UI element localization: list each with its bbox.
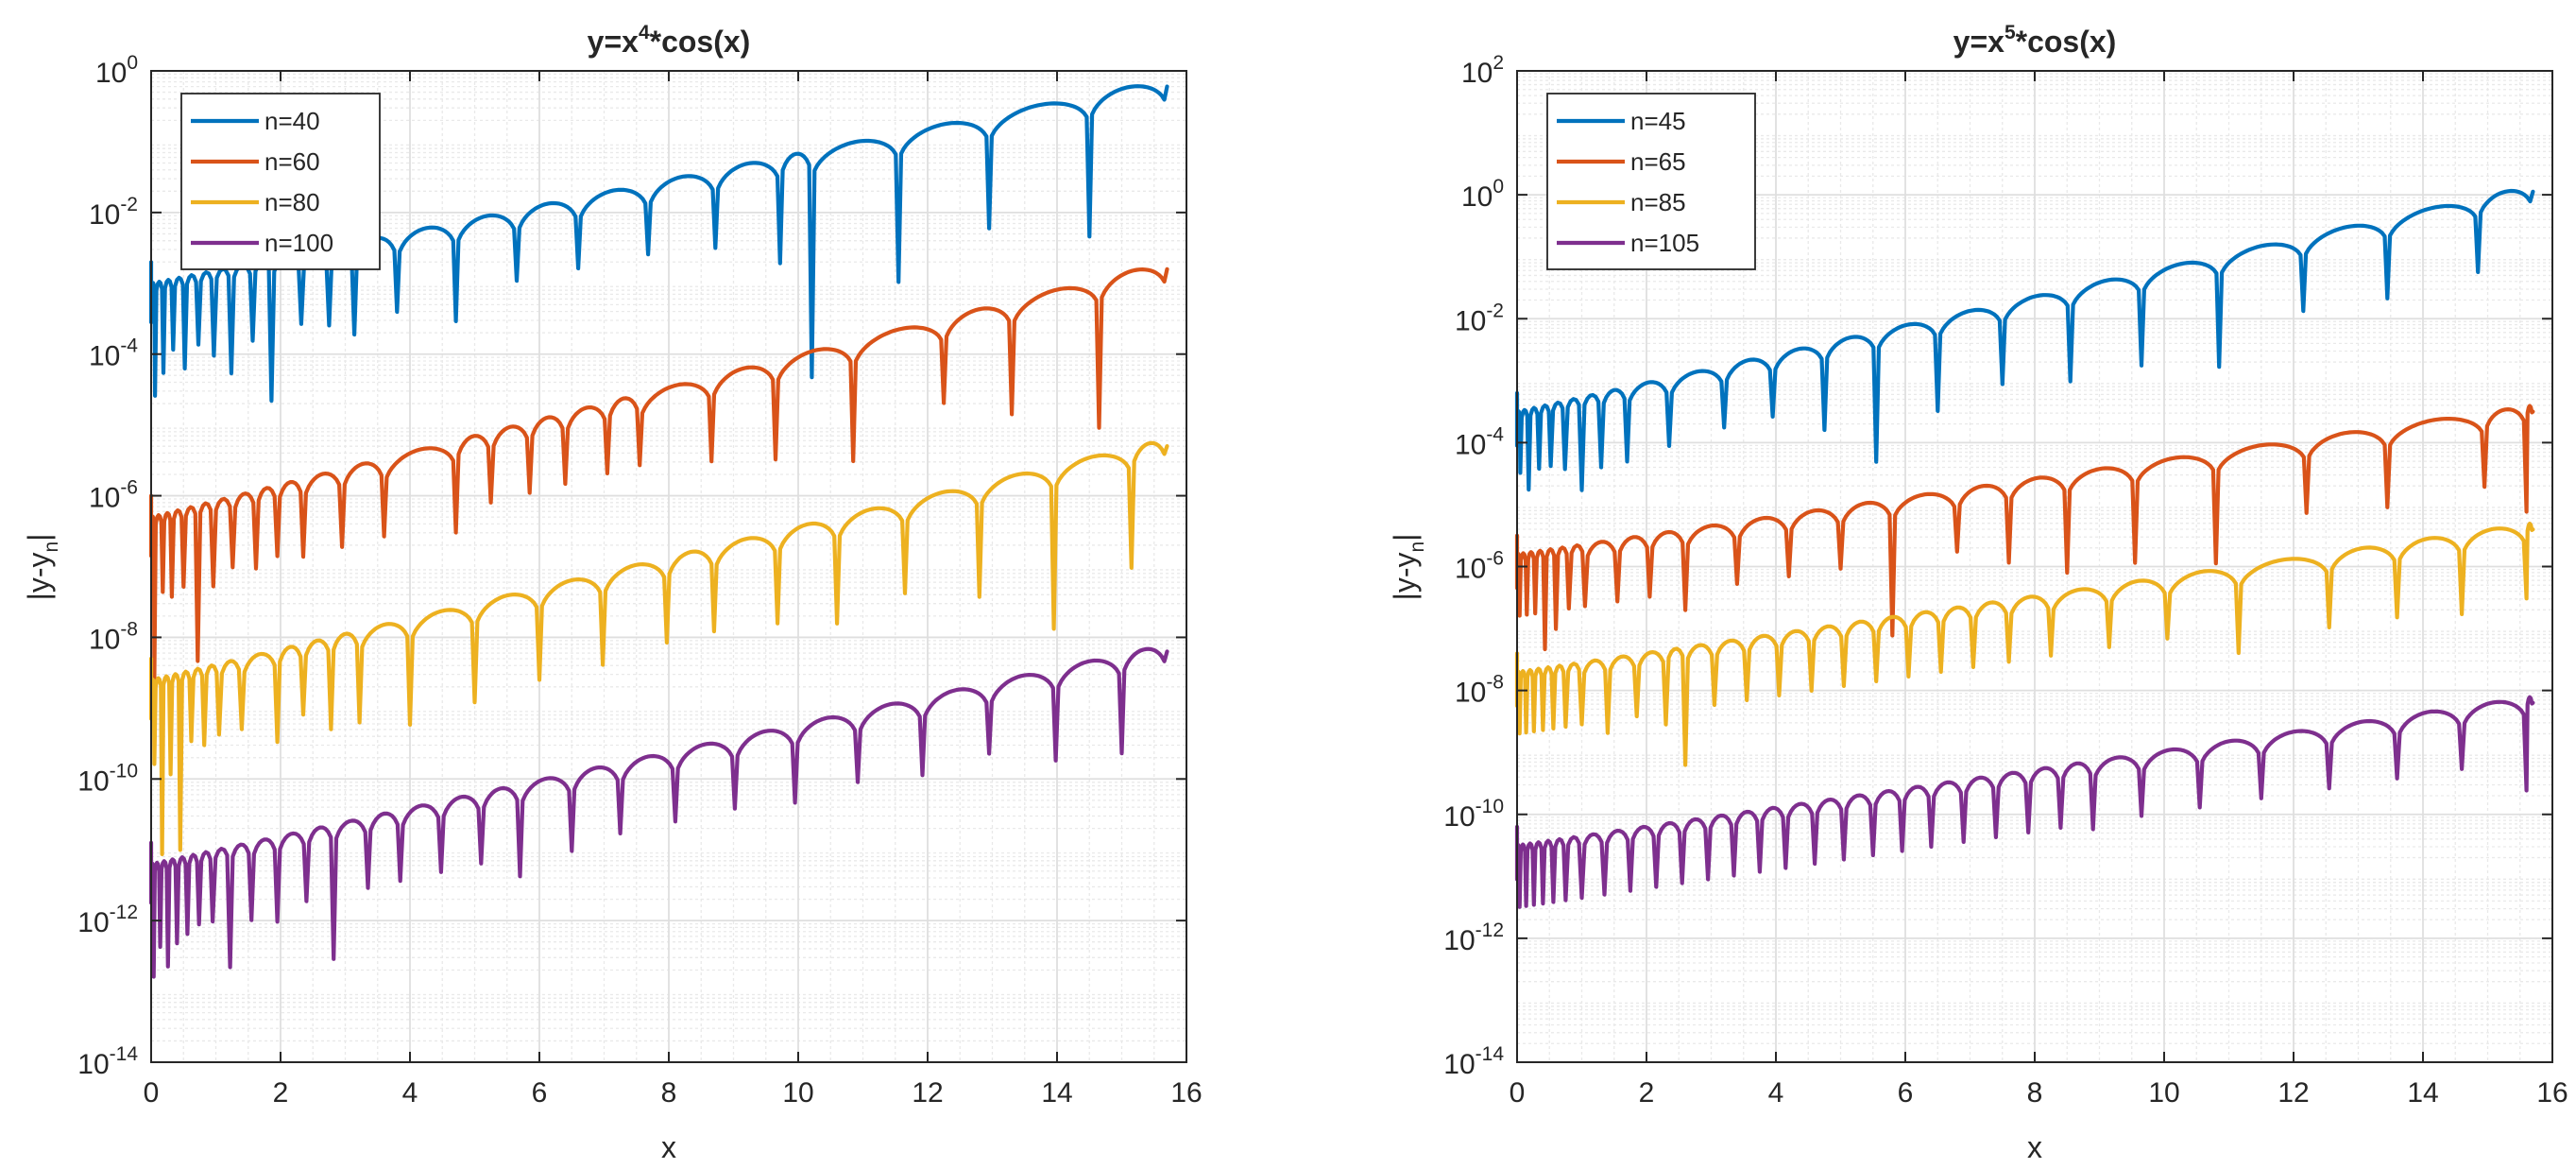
y-axis-label-left: |y-yn| xyxy=(22,534,62,601)
y-axis-label-right: |y-yn| xyxy=(1388,534,1428,601)
y-tick-label-right: 10-8 xyxy=(1455,672,1504,709)
x-tick-label-right: 2 xyxy=(1639,1077,1655,1109)
legend-entry-label: n=65 xyxy=(1630,147,1686,176)
series-line-n-100 xyxy=(148,646,1169,979)
grid-left xyxy=(150,70,1187,1063)
y-tick-label-right: 10-4 xyxy=(1455,423,1504,460)
x-tick-label-right: 12 xyxy=(2277,1077,2309,1109)
y-tick-label-left: 10-4 xyxy=(89,335,138,372)
y-tick-label-left: 100 xyxy=(95,52,138,89)
x-tick-label-left: 0 xyxy=(144,1077,160,1109)
legend-entry-label: n=60 xyxy=(264,147,320,176)
series-line-n-105 xyxy=(1514,695,2535,909)
x-tick-label-left: 12 xyxy=(912,1077,943,1109)
y-tick-label-left: 10-14 xyxy=(77,1043,138,1080)
x-tick-label-left: 14 xyxy=(1041,1077,1072,1109)
plot-right: 0 2 4 6 8 10 12 14 16 10-14 10-12 10-10 10-8 10-6 10-4… xyxy=(1388,22,2568,1164)
legend-entry-label: n=105 xyxy=(1630,229,1699,257)
x-tick-label-left: 8 xyxy=(661,1077,677,1109)
y-tick-label-right: 10-2 xyxy=(1455,300,1504,336)
plot-left: 0 2 4 6 8 10 12 14 16 10-14 10-12 10-10 10-8 10-6 10-4… xyxy=(22,22,1203,1164)
plot-title-right: y=x5*cos(x) xyxy=(1953,22,2117,59)
x-tick-label-right: 8 xyxy=(2027,1077,2043,1109)
x-axis-label-left: x xyxy=(661,1130,676,1164)
y-tick-label-left: 10-2 xyxy=(89,194,138,231)
x-tick-label-left: 16 xyxy=(1170,1077,1202,1109)
legend-entry-label: n=45 xyxy=(1630,107,1686,135)
x-tick-label-right: 10 xyxy=(2148,1077,2179,1109)
y-tick-label-right: 100 xyxy=(1461,176,1504,213)
x-tick-label-right: 14 xyxy=(2407,1077,2438,1109)
ticks-left: 0 2 4 6 8 10 12 14 16 10-14 10-12 10-10 10-8 10-6 10-4… xyxy=(77,52,1202,1109)
x-tick-label-right: 4 xyxy=(1768,1077,1784,1109)
y-tick-label-right: 102 xyxy=(1461,52,1504,89)
ticks-right: 0 2 4 6 8 10 12 14 16 10-14 10-12 10-10 10-8 10-6 10-4… xyxy=(1443,52,2567,1109)
y-tick-label-left: 10-10 xyxy=(77,760,138,797)
series-line-n-60 xyxy=(148,266,1169,681)
y-tick-label-right: 10-10 xyxy=(1443,796,1504,833)
x-tick-label-left: 2 xyxy=(273,1077,289,1109)
series-right xyxy=(1514,188,2535,909)
x-tick-label-right: 16 xyxy=(2536,1077,2567,1109)
x-tick-label-left: 4 xyxy=(402,1077,418,1109)
legend-entry-label: n=80 xyxy=(264,188,320,216)
legend-left: n=40 n=60 n=80 n=100 xyxy=(180,93,381,270)
y-tick-label-right: 10-6 xyxy=(1455,548,1504,585)
y-tick-label-left: 10-8 xyxy=(89,618,138,655)
series-line-n-65 xyxy=(1514,404,2535,652)
legend-entry-label: n=100 xyxy=(264,229,333,257)
x-axis-label-right: x xyxy=(2027,1130,2042,1164)
legend-right: n=45 n=65 n=85 n=105 xyxy=(1546,93,1756,270)
x-tick-label-left: 10 xyxy=(782,1077,813,1109)
legend-entry-label: n=40 xyxy=(264,107,320,135)
y-tick-label-right: 10-14 xyxy=(1443,1043,1504,1080)
legend-entry-label: n=85 xyxy=(1630,188,1686,216)
x-tick-label-right: 6 xyxy=(1898,1077,1914,1109)
y-tick-label-left: 10-6 xyxy=(89,477,138,514)
y-tick-label-left: 10-12 xyxy=(77,902,138,938)
series-line-n-80 xyxy=(148,440,1169,857)
plot-title-left: y=x4*cos(x) xyxy=(588,22,751,59)
x-tick-label-right: 0 xyxy=(1510,1077,1526,1109)
x-tick-label-left: 6 xyxy=(532,1077,548,1109)
series-line-n-45 xyxy=(1514,188,2535,492)
y-tick-label-right: 10-12 xyxy=(1443,920,1504,956)
series-line-n-85 xyxy=(1514,521,2535,767)
